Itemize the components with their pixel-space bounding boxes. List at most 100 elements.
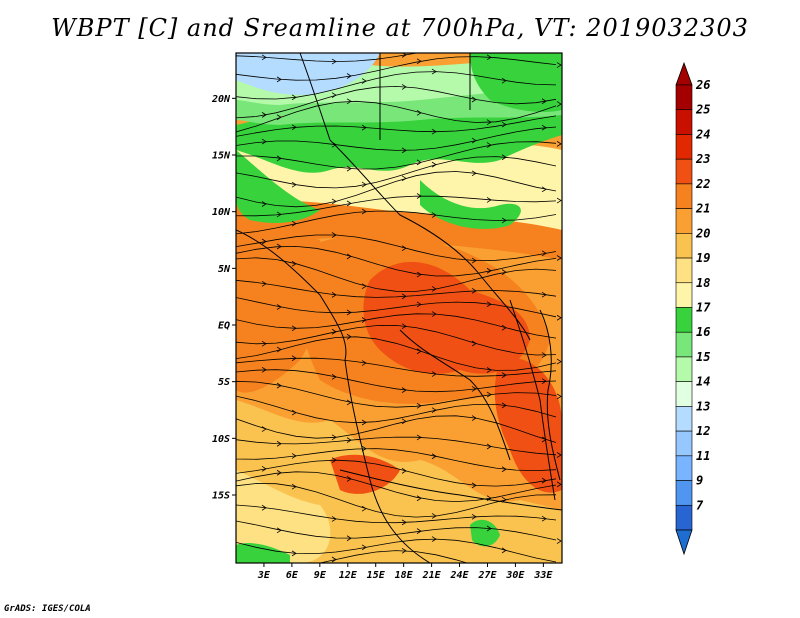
streamline bbox=[236, 313, 557, 339]
streamline bbox=[236, 257, 557, 292]
streamline-arrow bbox=[431, 128, 437, 135]
streamline-arrow bbox=[331, 457, 337, 463]
streamline-arrow bbox=[261, 138, 267, 145]
streamline-arrow bbox=[541, 124, 547, 131]
streamline-arrow bbox=[276, 527, 282, 534]
colorbar-swatch bbox=[675, 381, 693, 407]
colorbar-swatch bbox=[675, 504, 693, 531]
streamline-arrow bbox=[331, 232, 337, 238]
colorbar-label: 13 bbox=[696, 399, 710, 413]
streamline-arrow bbox=[431, 371, 437, 377]
streamline-arrow bbox=[486, 367, 492, 373]
green-region-west-lobe bbox=[236, 150, 320, 223]
colorbar-swatch bbox=[675, 158, 693, 185]
colorbar-label: 14 bbox=[696, 375, 710, 389]
streamline bbox=[236, 380, 557, 408]
streamline-arrow bbox=[276, 76, 282, 83]
streamline-arrow bbox=[501, 547, 507, 554]
colorbar-label: 19 bbox=[696, 251, 710, 265]
streamline-arrow bbox=[556, 101, 562, 107]
border-line bbox=[236, 229, 347, 361]
streamline bbox=[236, 415, 557, 443]
streamline-arrow bbox=[471, 257, 477, 264]
streamline-arrow bbox=[361, 445, 367, 452]
streamline-arrow bbox=[401, 387, 407, 393]
streamline bbox=[236, 210, 557, 235]
streamline-arrow bbox=[261, 280, 267, 287]
streamline-arrow bbox=[501, 217, 507, 224]
lat-tick-label: 20N bbox=[211, 94, 231, 105]
streamline-arrow bbox=[501, 121, 507, 128]
chart-title: WBPT [C] and Sreamline at 700hPa, VT: 20… bbox=[51, 14, 749, 42]
colorbar-label: 24 bbox=[695, 127, 710, 141]
colorbar-swatch bbox=[675, 134, 693, 160]
streamline-arrow bbox=[401, 245, 407, 252]
streamline-arrow bbox=[276, 114, 282, 121]
streamline-arrow bbox=[471, 96, 477, 103]
streamline-arrow bbox=[471, 415, 477, 421]
streamline-arrow bbox=[401, 418, 407, 425]
colorbar-label: 16 bbox=[696, 325, 710, 339]
streamline bbox=[236, 126, 557, 151]
streamline-arrow bbox=[541, 186, 547, 193]
streamline bbox=[236, 459, 557, 487]
streamline bbox=[236, 195, 557, 217]
streamline-arrow bbox=[471, 482, 477, 489]
streamline-arrow bbox=[331, 58, 337, 65]
streamline-arrow bbox=[276, 155, 282, 162]
hot-region-south bbox=[330, 454, 400, 494]
streamline-arrow bbox=[291, 355, 297, 362]
colorbar-swatch bbox=[675, 282, 693, 308]
border-line bbox=[399, 329, 511, 461]
green-region-southwest bbox=[236, 543, 290, 563]
streamline-arrow bbox=[331, 434, 337, 441]
streamline-arrow bbox=[486, 197, 492, 203]
streamline-arrow bbox=[346, 200, 352, 207]
streamline-arrow bbox=[331, 374, 337, 380]
streamline-arrow bbox=[416, 301, 422, 308]
streamline bbox=[236, 53, 419, 63]
streamline bbox=[236, 324, 557, 356]
colorbar-label: 20 bbox=[695, 226, 710, 240]
streamline-arrow bbox=[541, 515, 547, 522]
plot-frame bbox=[235, 52, 563, 564]
streamline-arrow bbox=[431, 407, 437, 414]
streamline-arrow bbox=[361, 78, 367, 84]
lon-tick-label: 21E bbox=[422, 570, 442, 581]
streamline-arrow bbox=[542, 40, 546, 45]
streamline-arrow bbox=[291, 325, 297, 332]
warm-region-sahel bbox=[236, 195, 562, 260]
streamline-arrow bbox=[276, 469, 282, 476]
streamline-arrow bbox=[401, 547, 407, 554]
streamline-arrow bbox=[361, 181, 367, 188]
streamline-arrow bbox=[416, 159, 422, 166]
streamline-arrow bbox=[346, 399, 352, 406]
streamline-arrow bbox=[486, 525, 492, 532]
streamline bbox=[236, 171, 557, 208]
streamline-arrow bbox=[331, 328, 337, 335]
streamline-arrow bbox=[556, 62, 562, 68]
streamline-arrow bbox=[486, 119, 492, 126]
longitude-axis: 3E 6E 9E 12E 15E 18E 21E 24E 27E 30E 33E bbox=[257, 563, 553, 581]
colorbar-label: 23 bbox=[695, 152, 710, 166]
lon-tick-label: 3E bbox=[257, 570, 271, 581]
streamline-arrow bbox=[346, 73, 352, 79]
streamline-arrow bbox=[556, 538, 562, 544]
streamline-arrow bbox=[416, 495, 422, 502]
streamline-arrow bbox=[401, 84, 407, 90]
streamline-arrow bbox=[291, 550, 297, 557]
lon-tick-label: 30E bbox=[505, 570, 525, 581]
streamlines bbox=[236, 40, 562, 563]
colorbar-swatch bbox=[675, 257, 693, 284]
streamline-arrow bbox=[291, 181, 297, 188]
colorbar-swatch bbox=[675, 307, 693, 333]
colorbar-swatch bbox=[675, 233, 693, 259]
streamline-arrow bbox=[261, 238, 267, 245]
streamline-arrow bbox=[471, 287, 477, 294]
streamline-arrow bbox=[291, 124, 297, 131]
streamline-arrow bbox=[416, 271, 422, 278]
streamline-arrow bbox=[401, 147, 407, 154]
streamline bbox=[236, 85, 557, 119]
green-region-southeast bbox=[470, 519, 500, 547]
streamline-arrow bbox=[486, 301, 492, 308]
